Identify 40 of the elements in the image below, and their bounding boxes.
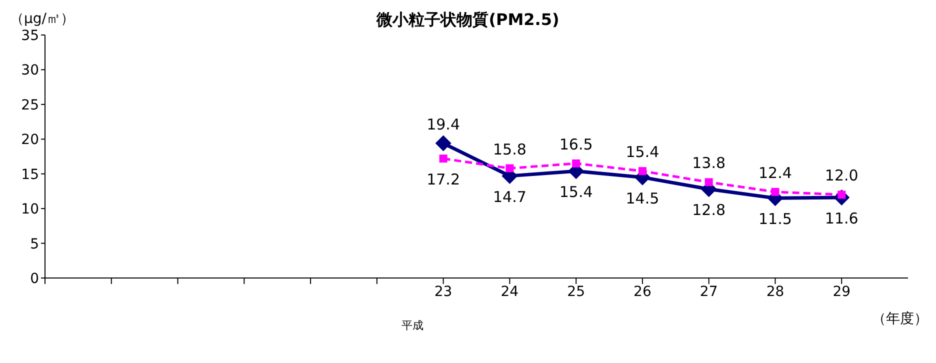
- data-label: 19.4: [426, 115, 460, 134]
- y-tick-label: 10: [21, 202, 39, 218]
- y-tick-label: 35: [21, 28, 39, 44]
- data-label: 15.8: [492, 140, 526, 158]
- x-tick-label: 23: [434, 284, 452, 300]
- data-label: 12.4: [758, 164, 792, 182]
- data-label: 17.2: [426, 170, 460, 189]
- y-axis-title: （μg/㎥）: [10, 10, 75, 28]
- data-label: 15.4: [626, 143, 660, 162]
- y-tick-label: 25: [21, 97, 39, 114]
- data-label: 15.4: [559, 183, 593, 202]
- y-tick-label: 15: [21, 166, 39, 183]
- point: [506, 164, 514, 172]
- data-label: 11.5: [758, 210, 792, 228]
- data-label: 16.5: [559, 135, 593, 154]
- point: [638, 167, 646, 176]
- point: [771, 188, 780, 196]
- x-tick-label: 28: [766, 284, 784, 300]
- point: [439, 154, 448, 163]
- point: [435, 135, 452, 152]
- y-tick-label: 0: [30, 270, 39, 287]
- y-tick-label: 20: [21, 132, 39, 148]
- data-label: 12.8: [692, 201, 726, 220]
- x-tick-label: 26: [634, 284, 652, 300]
- y-tick-label: 5: [30, 236, 39, 252]
- x-tick-label: 27: [700, 284, 718, 300]
- x-tick-label: 24: [500, 284, 519, 300]
- data-label: 12.0: [824, 166, 858, 185]
- data-label: 13.8: [692, 154, 726, 172]
- point: [704, 178, 713, 186]
- chart-title: 微小粒子状物質(PM2.5): [376, 10, 560, 29]
- x-tick-label: 29: [832, 284, 851, 300]
- point: [572, 159, 580, 168]
- data-label: 14.5: [626, 189, 660, 208]
- data-label: 14.7: [492, 188, 526, 206]
- x-tick-label: 25: [567, 284, 585, 300]
- y-tick-label: 30: [21, 62, 39, 79]
- text: 平成: [401, 318, 424, 333]
- data-label: 11.6: [824, 209, 858, 228]
- x-axis-title: （年度）: [872, 310, 928, 328]
